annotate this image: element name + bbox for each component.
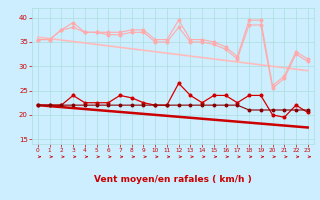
Text: Vent moyen/en rafales ( km/h ): Vent moyen/en rafales ( km/h ) xyxy=(94,176,252,184)
